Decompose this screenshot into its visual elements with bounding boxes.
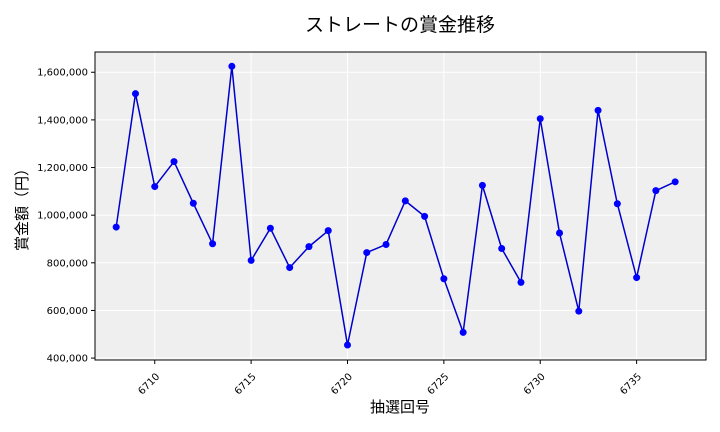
data-point bbox=[498, 245, 506, 253]
y-tick-label: 1,600,000 bbox=[37, 68, 88, 79]
data-point bbox=[363, 249, 371, 257]
data-point bbox=[286, 264, 294, 272]
data-point bbox=[478, 181, 486, 189]
data-point bbox=[247, 256, 255, 264]
x-axis-label: 抽選回号 bbox=[370, 398, 430, 416]
data-point bbox=[343, 341, 351, 349]
data-point bbox=[382, 240, 390, 248]
chart-title: ストレートの賞金推移 bbox=[305, 14, 495, 36]
data-point bbox=[401, 197, 409, 205]
data-point bbox=[324, 227, 332, 235]
data-point bbox=[151, 183, 159, 191]
data-point bbox=[517, 278, 525, 286]
x-tick-label: 6735 bbox=[618, 371, 644, 397]
y-tick-label: 1,400,000 bbox=[37, 115, 88, 126]
data-point bbox=[228, 62, 236, 70]
data-point bbox=[305, 243, 313, 251]
data-point bbox=[440, 275, 448, 283]
data-point bbox=[652, 187, 660, 195]
y-tick-label: 600,000 bbox=[47, 306, 88, 317]
data-point bbox=[556, 229, 564, 237]
data-point bbox=[536, 115, 544, 123]
data-point bbox=[189, 199, 197, 207]
y-tick-label: 400,000 bbox=[47, 354, 88, 365]
grid bbox=[95, 52, 706, 360]
data-point bbox=[421, 212, 429, 220]
series-line bbox=[112, 62, 679, 349]
y-tick-label: 1,000,000 bbox=[37, 211, 88, 222]
data-point bbox=[594, 106, 602, 114]
x-tick-label: 6710 bbox=[137, 371, 163, 397]
x-tick-label: 6730 bbox=[522, 371, 548, 397]
data-point bbox=[170, 158, 178, 166]
data-point bbox=[575, 307, 583, 315]
y-tick-label: 800,000 bbox=[47, 258, 88, 269]
data-point bbox=[266, 224, 274, 232]
y-tick-label: 1,200,000 bbox=[37, 163, 88, 174]
data-point bbox=[613, 200, 621, 208]
y-axis-label: 賞金額（円） bbox=[13, 161, 31, 251]
x-tick-label: 6725 bbox=[426, 371, 452, 397]
plot-area bbox=[95, 52, 706, 360]
plot-frame bbox=[94, 51, 707, 361]
data-point bbox=[131, 90, 139, 98]
data-point bbox=[459, 328, 467, 336]
series-path bbox=[115, 65, 676, 346]
data-point bbox=[633, 274, 641, 282]
x-tick-label: 6715 bbox=[233, 371, 259, 397]
data-point bbox=[112, 223, 120, 231]
data-point bbox=[671, 178, 679, 186]
data-point bbox=[209, 240, 217, 248]
x-tick-label: 6720 bbox=[329, 371, 355, 397]
